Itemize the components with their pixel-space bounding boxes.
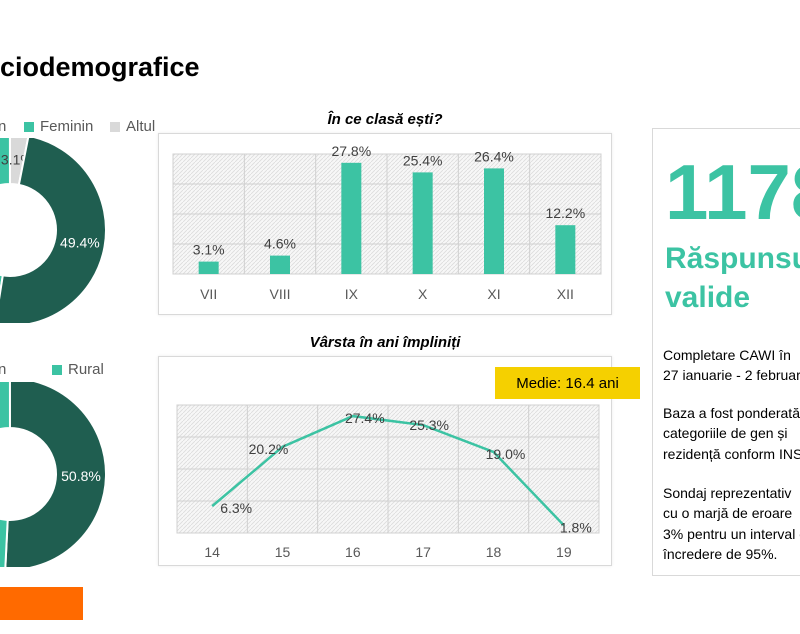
responses-label: Răspunsuri valide — [665, 242, 800, 314]
donut-slice-label: 50.8% — [61, 468, 101, 484]
x-tick-label: VII — [200, 286, 217, 302]
donut-slice — [0, 517, 9, 567]
line-value-label: 20.2% — [249, 441, 289, 457]
bar-value-label: 3.1% — [193, 242, 225, 258]
age-chart-title: Vârsta în ani împliniți — [309, 334, 461, 351]
residence-donut-chart: 50.8%% — [0, 382, 107, 567]
x-tick-label: 16 — [345, 544, 361, 560]
x-tick-label: 19 — [556, 544, 572, 560]
responses-info-card: 1178 Răspunsuri valide Completare CAWI î… — [652, 128, 800, 576]
age-series-line — [211, 414, 565, 527]
weighting-text: Baza a fost ponderată categoriile de gen… — [663, 405, 800, 462]
line-value-label: 19.0% — [486, 446, 526, 462]
residence-legend-label-1: n — [0, 361, 7, 378]
residence-legend-label-2: Rural — [68, 361, 104, 378]
bar-value-label: 27.8% — [331, 143, 371, 159]
gender-legend-label-2: Feminin — [40, 118, 94, 135]
x-tick-label: 14 — [204, 544, 220, 560]
bar-value-label: 4.6% — [264, 236, 296, 252]
x-tick-label: VIII — [269, 286, 290, 302]
page-title: ciodemografice — [0, 52, 200, 82]
donut-slice-label: 49.4% — [60, 234, 100, 250]
x-tick-label: XII — [557, 286, 574, 302]
x-tick-label: XI — [487, 286, 500, 302]
legend-swatch — [110, 121, 120, 132]
x-tick-label: X — [418, 286, 428, 302]
line-value-label: 25.3% — [409, 417, 449, 433]
bar-value-label: 25.4% — [403, 152, 443, 168]
orange-accent-bar — [0, 587, 83, 620]
donut-slice — [0, 138, 107, 323]
line-value-label: 27.4% — [345, 410, 385, 426]
line-value-label: 6.3% — [220, 500, 252, 516]
residence-legend: n Rural — [0, 361, 160, 379]
age-line-chart: 6.3% 14 20.2% 15 27.4% 16 25.3% 17 19.0% 18 1.8% 19 — [176, 404, 600, 560]
survey-period-text: Completare CAWI în 27 ianuarie - 2 febru… — [663, 347, 800, 384]
bar-value-label: 12.2% — [545, 205, 585, 221]
bar — [484, 168, 504, 274]
legend-swatch — [52, 364, 62, 375]
legend-swatch — [24, 121, 34, 132]
gender-legend-label-3: Altul — [126, 118, 156, 135]
gender-legend: n Feminin Altul — [0, 118, 160, 136]
bar-value-label: 26.4% — [474, 148, 514, 164]
responses-count: 1178 — [665, 148, 800, 236]
x-tick-label: 18 — [486, 544, 502, 560]
gender-legend-label-1: n — [0, 118, 7, 135]
bar — [412, 172, 433, 274]
line-value-label: 1.8% — [560, 519, 592, 535]
bar — [555, 225, 576, 274]
bar — [198, 261, 219, 274]
mean-age-badge: Medie: 16.4 ani — [495, 367, 640, 399]
donut-slice — [4, 382, 107, 567]
bar — [341, 162, 362, 274]
bar — [270, 255, 290, 274]
x-tick-label: 15 — [275, 544, 291, 560]
gender-donut-chart: 3.1%49.4% — [0, 138, 107, 323]
margin-of-error-text: Sondaj reprezentativ cu o marjă de eroar… — [663, 485, 800, 562]
donut-slice — [0, 382, 11, 431]
x-tick-label: IX — [345, 286, 359, 302]
class-chart-title: În ce clasă ești? — [327, 111, 443, 128]
x-tick-label: 17 — [415, 544, 431, 560]
donut-slice — [0, 138, 11, 300]
class-bar-chart: 3.1% VII 4.6% VIII 27.8% IX 25.4% X 26.4% XI 12.2%… — [172, 143, 602, 302]
class-chart-card: 3.1% VII 4.6% VIII 27.8% IX 25.4% X 26.4% XI 12.2%… — [158, 133, 612, 315]
